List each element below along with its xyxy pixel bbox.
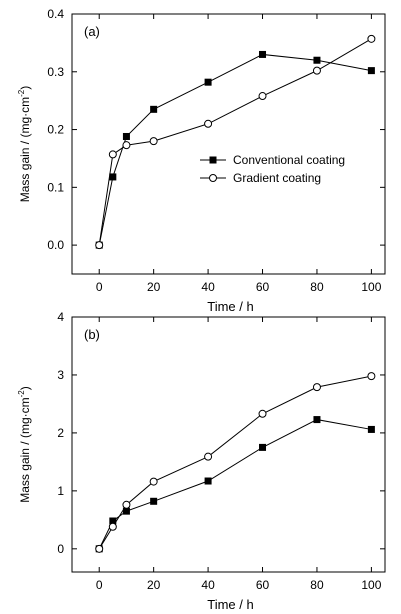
- series-line-gradient: [98, 38, 372, 246]
- legend-label: Gradient coating: [233, 171, 321, 185]
- y-tick-label: 0: [57, 542, 64, 556]
- data-point-circle: [108, 150, 117, 159]
- data-point-circle: [367, 34, 376, 43]
- y-axis-label-tail: ): [18, 386, 32, 390]
- data-point-circle: [258, 409, 267, 418]
- y-tick-label: 0.0: [47, 238, 64, 252]
- x-axis-label: Time / h: [207, 597, 253, 612]
- data-point-circle: [108, 522, 117, 531]
- y-axis-label: Mass gain / (mg·cm-2): [17, 386, 32, 502]
- y-tick-label: 0.2: [47, 123, 64, 137]
- y-axis-label-main: Mass gain / (mg·cm: [18, 97, 32, 202]
- panel-label: (b): [84, 327, 100, 342]
- series-line-gradient: [98, 375, 372, 550]
- data-point-square: [109, 173, 117, 181]
- x-tick-label: 80: [310, 280, 324, 294]
- data-point-square: [109, 517, 117, 525]
- x-tick-label: 80: [310, 578, 324, 592]
- x-tick-label: 40: [201, 280, 215, 294]
- y-tick-label: 0.1: [47, 180, 64, 194]
- data-point-circle: [312, 383, 321, 392]
- data-point-square: [259, 50, 267, 58]
- y-axis-label-sup: -2: [17, 390, 26, 398]
- plot-frame: [71, 13, 386, 275]
- data-point-circle: [122, 500, 131, 509]
- data-point-square: [259, 443, 267, 451]
- data-point-square: [122, 507, 130, 515]
- data-point-circle: [367, 372, 376, 381]
- y-axis-label-sup: -2: [17, 89, 26, 97]
- plot-frame: [71, 316, 386, 573]
- data-point-circle: [204, 452, 213, 461]
- data-point-circle: [312, 66, 321, 75]
- data-point-square: [313, 56, 321, 64]
- panel-label: (a): [84, 24, 100, 39]
- data-point-circle: [204, 119, 213, 128]
- y-axis-label: Mass gain / (mg·cm-2): [17, 86, 32, 202]
- data-point-square: [122, 132, 130, 140]
- legend-marker-circle: [209, 174, 217, 182]
- data-point-square: [367, 425, 375, 433]
- x-tick-label: 20: [147, 280, 161, 294]
- data-point-circle: [149, 477, 158, 486]
- x-tick-label: 0: [96, 280, 103, 294]
- x-tick-label: 0: [96, 578, 103, 592]
- x-tick-label: 40: [201, 578, 215, 592]
- x-tick-label: 20: [147, 578, 161, 592]
- data-point-square: [150, 497, 158, 505]
- series-line-conventional: [98, 419, 372, 550]
- series-line-conventional: [98, 53, 372, 246]
- data-point-circle: [258, 92, 267, 101]
- x-axis-label: Time / h: [207, 299, 253, 314]
- chart-panel-a: 0 20 40 60 80 100 0.0 0.1 0.2 0.3 0.4 (a) Time / h Ma…: [17, 7, 386, 314]
- y-tick-label: 1: [57, 484, 64, 498]
- data-point-circle: [122, 141, 131, 150]
- legend-label: Conventional coating: [233, 153, 345, 167]
- y-tick-label: 0.3: [47, 65, 64, 79]
- y-tick-label: 0.4: [47, 7, 64, 21]
- y-axis-label-main: Mass gain / (mg·cm: [18, 397, 32, 502]
- chart-panel-b: 0 20 40 60 80 100 0 1 2 3 4 (b) Time / h Mass gain / …: [17, 310, 386, 612]
- data-point-square: [204, 78, 212, 86]
- data-point-circle: [149, 137, 158, 146]
- data-point-square: [313, 416, 321, 424]
- data-point-square: [367, 67, 375, 75]
- data-point-circle: [95, 241, 104, 250]
- data-point-circle: [95, 544, 104, 553]
- y-axis-label-tail: ): [18, 86, 32, 90]
- x-tick-label: 60: [256, 578, 270, 592]
- y-tick-label: 2: [57, 426, 64, 440]
- y-tick-label: 4: [57, 310, 64, 324]
- data-point-square: [204, 477, 212, 485]
- data-point-square: [150, 105, 158, 113]
- x-tick-label: 100: [361, 578, 381, 592]
- x-tick-label: 100: [361, 280, 381, 294]
- y-tick-label: 3: [57, 368, 64, 382]
- x-tick-label: 60: [256, 280, 270, 294]
- legend-marker-square: [209, 156, 217, 164]
